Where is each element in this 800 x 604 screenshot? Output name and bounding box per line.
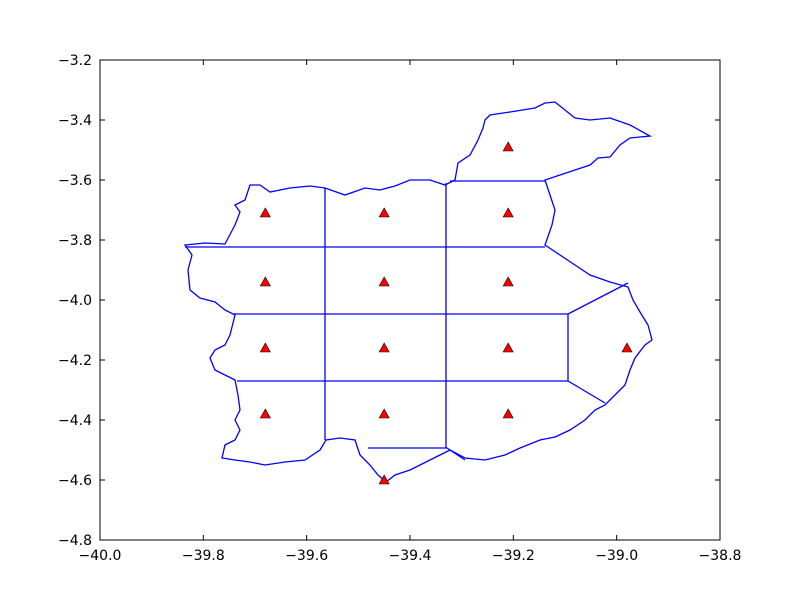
region-boundary xyxy=(183,101,653,483)
y-tick-label: −3.8 xyxy=(58,233,92,249)
y-tick-label: −4.8 xyxy=(58,533,92,549)
x-tick-label: −39.4 xyxy=(389,548,432,564)
y-tick-label: −4.0 xyxy=(58,293,92,309)
y-tick-label: −4.6 xyxy=(58,473,92,489)
x-tick-label: −40.0 xyxy=(79,548,122,564)
y-tick-label: −3.6 xyxy=(58,173,92,189)
y-tick-label: −3.4 xyxy=(58,113,92,129)
point xyxy=(378,276,390,287)
y-tick-label: −4.4 xyxy=(58,413,92,429)
point xyxy=(378,408,390,419)
x-tick-label: −38.8 xyxy=(699,548,742,564)
point xyxy=(502,408,514,419)
region-map xyxy=(183,101,653,483)
point xyxy=(502,342,514,353)
point xyxy=(259,408,271,419)
plot-frame xyxy=(99,59,721,541)
cell-edges xyxy=(185,180,629,461)
point xyxy=(378,474,390,485)
point xyxy=(502,276,514,287)
point xyxy=(621,342,633,353)
y-tick-label: −4.2 xyxy=(58,353,92,369)
point xyxy=(259,276,271,287)
x-tick-label: −39.0 xyxy=(595,548,638,564)
point xyxy=(378,342,390,353)
point xyxy=(378,207,390,218)
y-tick-label: −3.2 xyxy=(58,53,92,69)
x-tick-label: −39.8 xyxy=(182,548,225,564)
point xyxy=(502,207,514,218)
point xyxy=(502,141,514,152)
x-tick-label: −39.6 xyxy=(285,548,328,564)
point xyxy=(259,207,271,218)
point xyxy=(259,342,271,353)
x-tick-label: −39.2 xyxy=(492,548,535,564)
